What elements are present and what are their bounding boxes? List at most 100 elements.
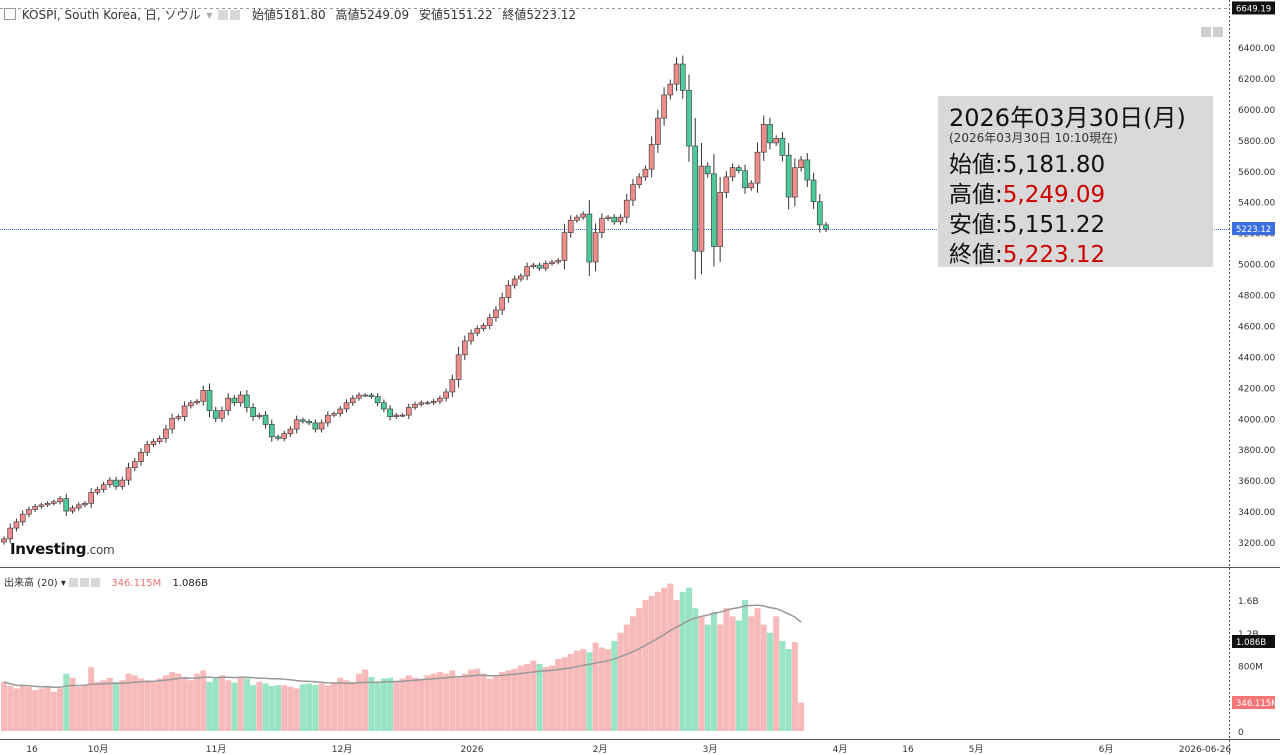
candle-body [107,479,113,486]
info-close-value: 5,223.12 [1002,242,1106,268]
dropdown-chevron-icon[interactable]: ▾ [206,8,213,22]
open-value: 5181.80 [276,8,326,22]
settings-icon[interactable] [80,578,90,587]
close-label: 終値 [502,8,527,22]
candle-body [312,422,319,430]
candle-body [150,441,157,445]
candle-body [194,400,200,404]
volume-bar [586,652,593,731]
eye-icon[interactable] [218,10,229,20]
volume-bar [449,670,456,731]
candle-body [605,216,611,220]
candle-body [125,467,132,481]
high-label: 高値 [335,8,360,22]
volume-bar [113,681,120,731]
volume-bar [642,600,649,731]
candle-body [418,402,425,405]
candle-body [430,400,437,404]
candle-body [574,216,580,221]
candle-body [655,117,661,145]
candle-body [44,503,51,506]
volume-label[interactable]: 出来高 (20) [4,578,58,589]
candle-body [785,154,792,198]
volume-bar [443,673,450,731]
candle-body [804,159,811,181]
volume-bar [331,683,338,731]
symbol-label[interactable]: KOSPI, South Korea, 日, ソウル [21,8,201,22]
candle-body [374,396,381,404]
time-tick-label: 5月 [969,744,984,755]
price-tick-label: 5000.00 [1238,261,1275,271]
current-price-marker-bg [1232,222,1275,236]
candle-body [617,216,624,223]
candle-body [729,167,736,178]
candle-body [349,397,356,404]
volume-bar [754,608,761,731]
chart-header: KOSPI, South Korea, 日, ソウル ▾ 始値5181.80 高… [4,6,576,23]
volume-bar [75,686,82,731]
candle-body [468,332,474,342]
volume-bar [200,670,207,731]
candle-body [630,184,636,201]
volume-bar [623,624,630,731]
volume-bar [312,685,319,731]
candle-body [717,192,723,247]
price-tick-label: 3200.00 [1238,539,1275,549]
settings-icon[interactable] [230,10,241,20]
volume-bar [362,669,369,731]
volume-bar [32,690,39,731]
volume-bar [686,587,692,731]
candle-body [51,501,57,504]
pane-maximize-icon[interactable] [1213,27,1223,37]
volume-bar [667,583,674,731]
volume-bar [355,673,362,731]
volume-tick-label: 1.6B [1238,597,1259,607]
candle-body [767,124,773,144]
candle-body [542,263,549,269]
close-icon[interactable] [91,578,101,587]
price-tick-label: 3800.00 [1238,446,1275,456]
volume-bar [225,680,232,731]
candle-body [169,417,175,430]
candle-body [138,451,144,462]
volume-bar [499,672,506,731]
volume-bar [125,673,132,731]
candle-body [32,506,38,510]
candle-body [773,137,779,144]
volume-bar [69,677,76,731]
volume-bar [567,654,574,731]
volume-bar [517,665,524,731]
candle-body [362,394,368,397]
volume-dropdown-icon[interactable]: ▾ [60,578,66,589]
candle-body [642,168,649,178]
candle-body [474,328,481,334]
pane-restore-icon[interactable] [1201,27,1211,37]
price-tick-label: 6000.00 [1238,106,1275,116]
info-close-label: 終値: [949,242,1003,268]
volume-ma-marker-bg [1232,635,1275,648]
volume-bar [387,677,394,731]
volume-bar [704,624,711,731]
volume-bar [648,595,655,731]
eye-icon[interactable] [69,578,79,587]
volume-bar [7,685,14,731]
volume-ma-marker: 1.086B [1236,638,1266,648]
volume-bar [779,640,786,731]
volume-bar [461,673,468,731]
volume-bar [605,649,612,731]
volume-bar [250,685,257,731]
candle-body [337,408,344,414]
volume-bar [25,686,32,731]
candle-body [698,165,705,252]
candle-body [443,391,449,399]
time-tick-label: 11月 [206,744,226,755]
candle-body [212,410,219,419]
collapse-icon[interactable] [4,8,16,20]
candle-body [275,436,281,439]
volume-bar [131,675,138,731]
volume-bar [94,681,101,731]
candle-body [393,414,400,418]
top-price-marker: 6649.19 [1236,4,1271,14]
volume-header: 出来高 (20) ▾ 346.115M 1.086B [4,574,208,589]
candle-body [262,414,269,425]
